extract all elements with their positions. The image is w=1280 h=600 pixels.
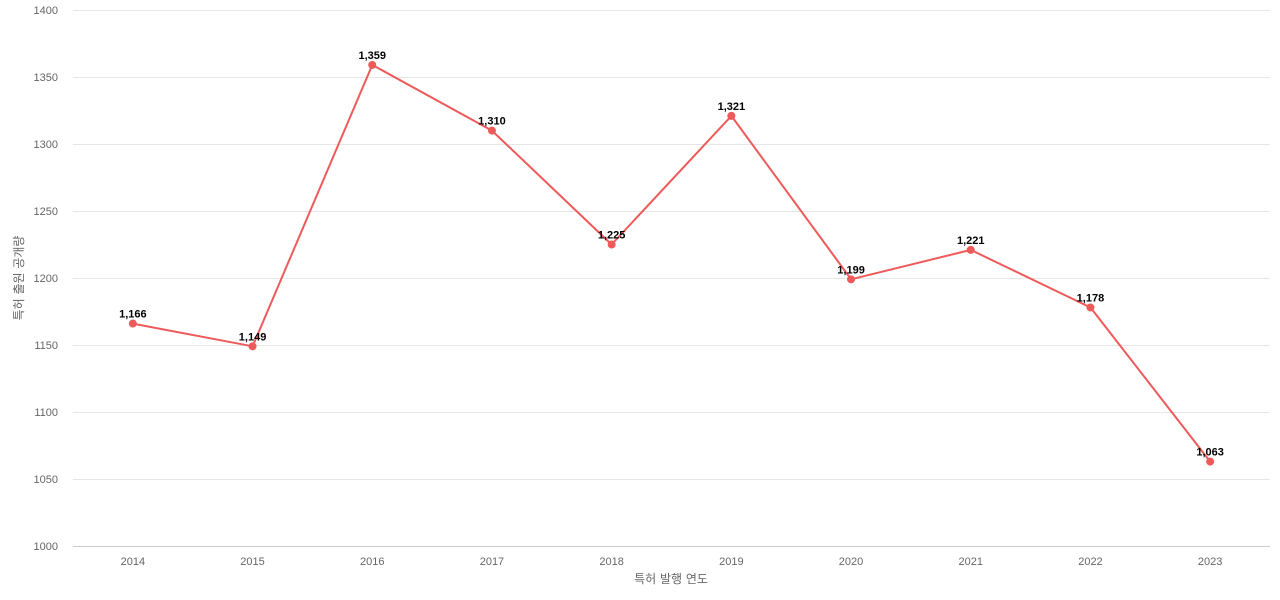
data-point[interactable] <box>607 240 616 249</box>
y-tick-label: 1000 <box>34 541 58 553</box>
data-point[interactable] <box>487 126 496 135</box>
x-tick-label: 2020 <box>839 556 863 568</box>
data-labels: 1,166 1,149 1,359 1,310 1,225 1,321 1,199 1,221… <box>119 50 1224 459</box>
x-tick-label: 2022 <box>1078 556 1102 568</box>
y-tick-label: 1250 <box>34 206 58 218</box>
data-label: 1,178 <box>1077 292 1105 304</box>
data-label: 1,225 <box>598 230 626 242</box>
y-tick-label: 1150 <box>34 340 58 352</box>
x-tick-label: 2021 <box>959 556 983 568</box>
data-label: 1,221 <box>957 235 985 247</box>
y-axis-title: 특허 출원 공개량 <box>12 236 26 321</box>
x-tick-label: 2023 <box>1198 556 1222 568</box>
data-point[interactable] <box>966 245 975 254</box>
y-tick-label: 1300 <box>34 139 58 151</box>
data-label: 1,199 <box>837 264 865 276</box>
data-label: 1,149 <box>239 331 267 343</box>
x-axis-title: 특허 발행 연도 <box>634 571 708 586</box>
data-label: 1,321 <box>718 101 746 113</box>
data-label: 1,166 <box>119 309 147 321</box>
data-point[interactable] <box>368 60 377 69</box>
data-label: 1,063 <box>1196 447 1224 459</box>
x-tick-label: 2017 <box>480 556 504 568</box>
x-tick-label: 2015 <box>240 556 264 568</box>
x-tick-label: 2019 <box>719 556 743 568</box>
data-point[interactable] <box>1206 457 1215 466</box>
x-tick-label: 2016 <box>360 556 384 568</box>
x-axis-ticks: 2014 2015 2016 2017 2018 2019 2020 2021 2022 2023 <box>121 556 1223 568</box>
data-label: 1,359 <box>358 50 386 62</box>
y-tick-label: 1350 <box>34 72 58 84</box>
data-point[interactable] <box>1086 303 1095 312</box>
data-point[interactable] <box>248 342 257 351</box>
y-axis-ticks: 1000 1050 1100 1150 1200 1250 1300 1350 1400 <box>34 5 58 553</box>
gridlines <box>73 10 1270 547</box>
data-point[interactable] <box>128 319 137 328</box>
y-tick-label: 1100 <box>34 407 58 419</box>
y-tick-label: 1050 <box>34 474 58 486</box>
data-label: 1,310 <box>478 116 506 128</box>
series-group <box>128 60 1215 466</box>
y-tick-label: 1400 <box>34 5 58 17</box>
x-tick-label: 2014 <box>121 556 145 568</box>
y-tick-label: 1200 <box>34 273 58 285</box>
x-tick-label: 2018 <box>599 556 623 568</box>
data-point[interactable] <box>847 275 856 284</box>
series-line <box>131 63 1212 463</box>
data-point[interactable] <box>727 111 736 120</box>
